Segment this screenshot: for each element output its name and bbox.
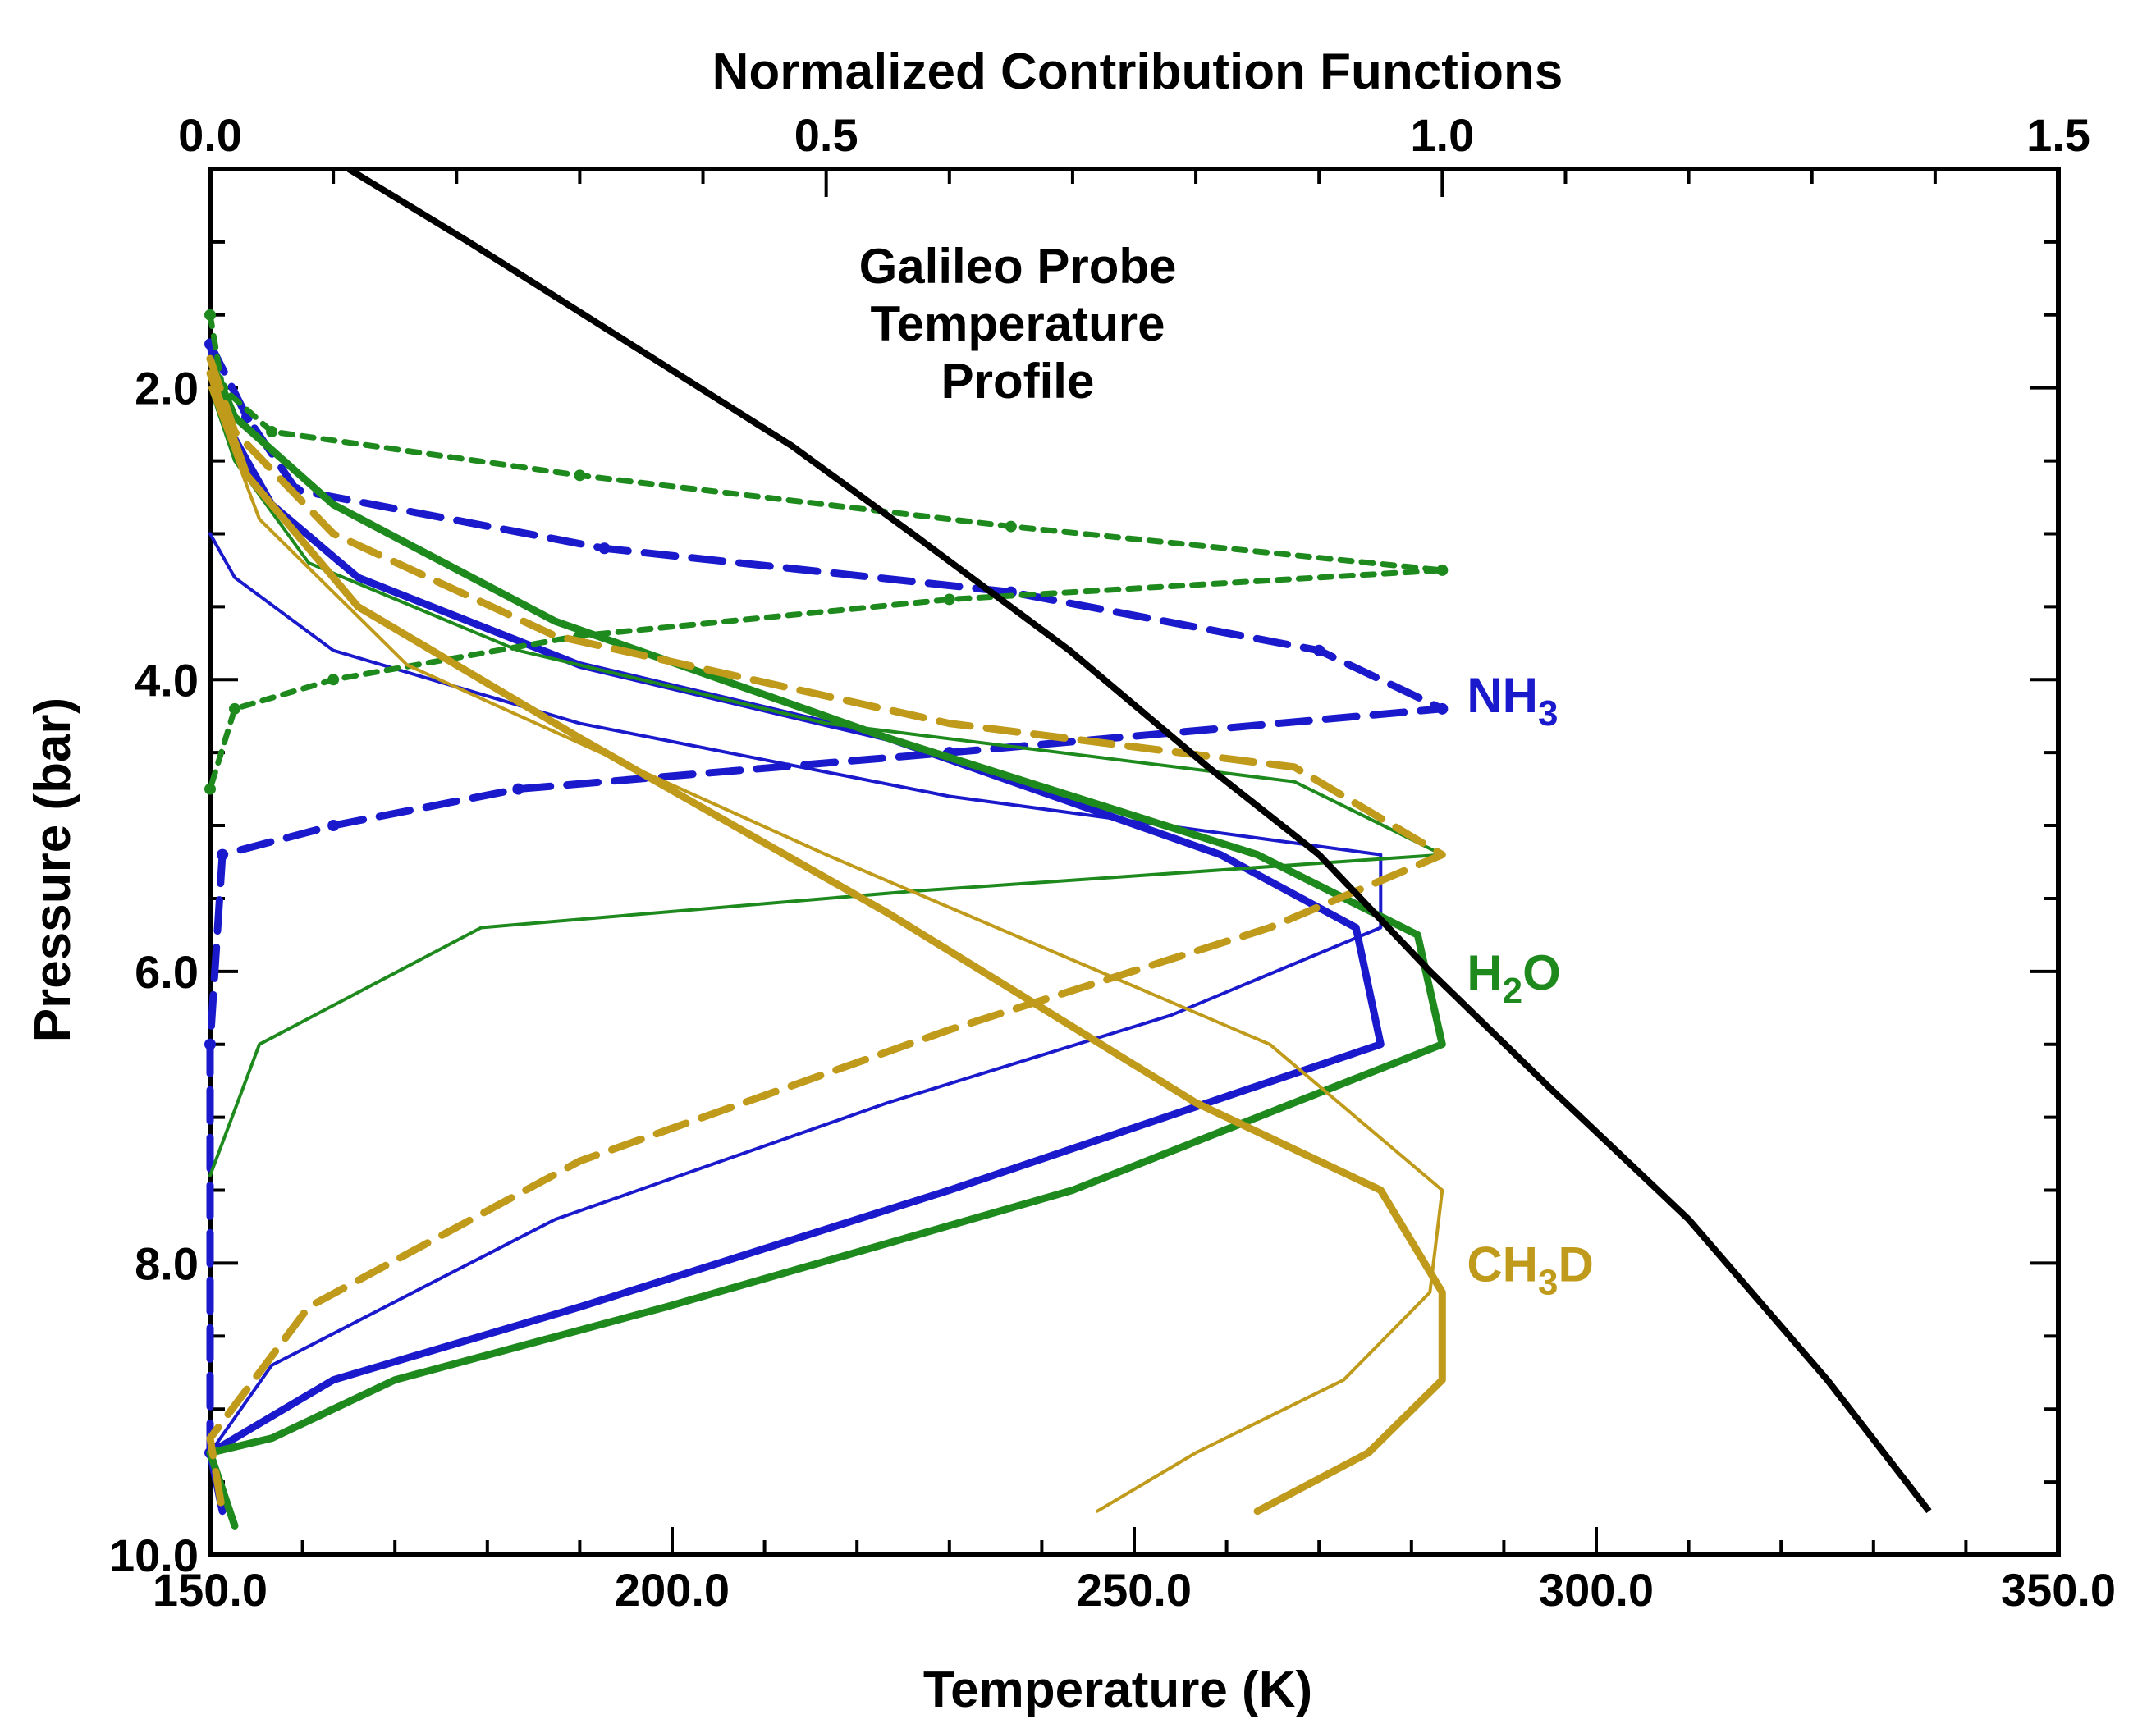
series-nh3-thin bbox=[208, 532, 1383, 1455]
annotation-line-1: Galileo Probe bbox=[859, 239, 1177, 294]
top-axis-title: Normalized Contribution Functions bbox=[712, 43, 1563, 100]
plot-frame bbox=[208, 167, 2061, 1557]
series-marker bbox=[229, 702, 241, 715]
series-marker bbox=[327, 820, 340, 832]
series-marker bbox=[943, 593, 955, 606]
x2-tick-label: 0.5 bbox=[794, 109, 858, 161]
y-tick-label: 2.0 bbox=[135, 363, 199, 414]
annotation-line-3: Profile bbox=[941, 354, 1095, 409]
y-tick-label: 8.0 bbox=[135, 1237, 199, 1289]
x-tick-label: 200.0 bbox=[615, 1564, 730, 1616]
x-axis-title: Temperature (K) bbox=[923, 1662, 1312, 1718]
plot-area bbox=[204, 166, 2061, 1557]
series-marker bbox=[266, 426, 278, 438]
series-label-2: CH3D bbox=[1467, 1237, 1594, 1302]
y-tick-label: 6.0 bbox=[135, 946, 199, 998]
x2-tick-label: 1.5 bbox=[2026, 109, 2090, 161]
series-ch3d-thick bbox=[206, 369, 1446, 1516]
x2-tick-label: 0.0 bbox=[178, 109, 242, 161]
series-ch3d-thin bbox=[208, 386, 1444, 1513]
series-marker bbox=[1313, 644, 1325, 656]
y-tick-label: 10.0 bbox=[109, 1530, 199, 1581]
series-marker bbox=[327, 674, 340, 686]
series-marker bbox=[217, 848, 229, 861]
series-h2o-thin bbox=[208, 386, 1444, 1177]
series-h2o-dotted bbox=[207, 312, 1445, 793]
series-nh3-thick bbox=[206, 340, 1385, 1516]
series-marker bbox=[598, 542, 611, 555]
x-tick-label: 150.0 bbox=[153, 1564, 268, 1616]
x2-tick-label: 1.0 bbox=[1410, 109, 1474, 161]
series-marker bbox=[1005, 520, 1017, 533]
series-marker bbox=[204, 1038, 216, 1050]
series-h2o-thick bbox=[206, 354, 1446, 1530]
y-axis-title: Pressure (bar) bbox=[25, 697, 81, 1042]
series-marker bbox=[574, 469, 586, 482]
temperature-profile-line bbox=[346, 166, 1932, 1514]
series-ch3d-dashed bbox=[206, 354, 1446, 1516]
series-label-1: H2O bbox=[1467, 945, 1561, 1011]
series-marker bbox=[204, 309, 216, 321]
x-tick-label: 350.0 bbox=[2001, 1564, 2116, 1616]
y-tick-label: 4.0 bbox=[135, 654, 199, 706]
series-marker bbox=[1436, 702, 1449, 715]
x-tick-label: 300.0 bbox=[1539, 1564, 1654, 1616]
series-label-0: NH3 bbox=[1467, 668, 1558, 734]
series-marker bbox=[512, 783, 524, 795]
annotation-line-2: Temperature bbox=[870, 296, 1165, 351]
series-marker bbox=[1436, 564, 1449, 576]
x-tick-label: 250.0 bbox=[1077, 1564, 1192, 1616]
series-marker bbox=[204, 783, 216, 795]
